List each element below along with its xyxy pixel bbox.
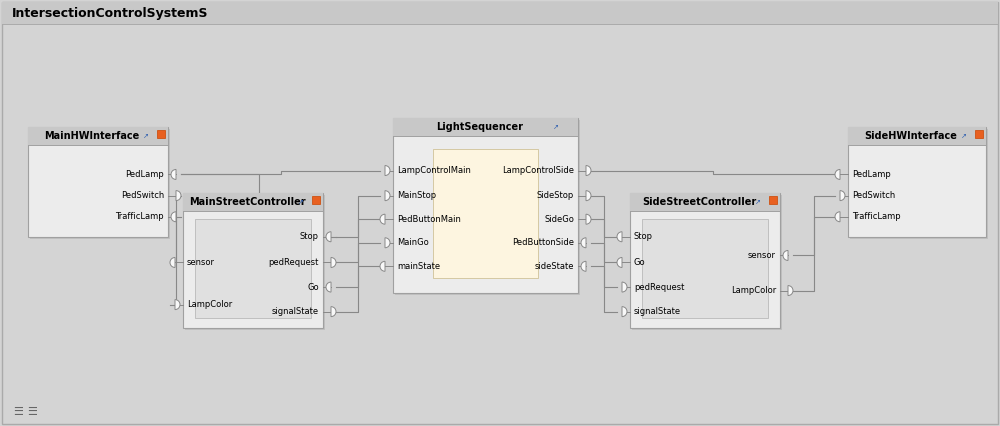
Bar xyxy=(769,196,777,204)
Text: Go: Go xyxy=(634,258,646,267)
Wedge shape xyxy=(581,238,586,248)
Wedge shape xyxy=(783,250,788,260)
Text: pedRequest: pedRequest xyxy=(634,282,684,291)
Text: mainState: mainState xyxy=(397,262,440,271)
Wedge shape xyxy=(581,261,586,271)
Wedge shape xyxy=(170,257,175,268)
Bar xyxy=(183,193,323,328)
Wedge shape xyxy=(385,191,390,201)
Wedge shape xyxy=(326,282,331,292)
Bar xyxy=(630,193,780,211)
Bar xyxy=(630,193,780,328)
Bar xyxy=(28,127,168,237)
Bar xyxy=(848,127,986,145)
Wedge shape xyxy=(175,299,180,310)
Text: sensor: sensor xyxy=(187,258,215,267)
Text: ☰: ☰ xyxy=(27,407,37,417)
Wedge shape xyxy=(622,282,627,292)
Wedge shape xyxy=(331,257,336,268)
Text: SideStop: SideStop xyxy=(537,191,574,200)
Bar xyxy=(28,127,168,145)
Text: ↗: ↗ xyxy=(298,199,304,205)
Bar xyxy=(195,219,311,318)
Text: TrafficLamp: TrafficLamp xyxy=(852,212,901,221)
Bar xyxy=(395,120,580,295)
Text: ☰: ☰ xyxy=(13,407,23,417)
Wedge shape xyxy=(586,166,591,176)
Text: LampControlMain: LampControlMain xyxy=(397,166,471,175)
Text: signalState: signalState xyxy=(634,307,681,316)
Text: ↗: ↗ xyxy=(143,133,149,139)
Text: Stop: Stop xyxy=(634,232,653,241)
Bar xyxy=(30,129,170,239)
Wedge shape xyxy=(622,307,627,317)
Bar xyxy=(632,195,782,330)
Text: PedButtonSide: PedButtonSide xyxy=(512,238,574,247)
Bar xyxy=(433,149,538,278)
Wedge shape xyxy=(176,190,181,201)
Wedge shape xyxy=(380,214,385,224)
Wedge shape xyxy=(617,257,622,268)
Text: sideState: sideState xyxy=(534,262,574,271)
Bar xyxy=(393,118,578,293)
Wedge shape xyxy=(835,170,840,179)
Wedge shape xyxy=(331,307,336,317)
Wedge shape xyxy=(586,191,591,201)
Text: LampColor: LampColor xyxy=(731,286,776,295)
Text: ↗: ↗ xyxy=(553,124,559,130)
Text: SideHWInterface: SideHWInterface xyxy=(865,131,957,141)
Wedge shape xyxy=(385,238,390,248)
Wedge shape xyxy=(326,232,331,242)
Bar xyxy=(185,195,325,330)
Text: MainStreetController: MainStreetController xyxy=(189,197,305,207)
Text: Stop: Stop xyxy=(300,232,319,241)
Text: pedRequest: pedRequest xyxy=(269,258,319,267)
Wedge shape xyxy=(380,261,385,271)
Text: SideStreetController: SideStreetController xyxy=(642,197,756,207)
Bar xyxy=(848,127,986,237)
Text: SideGo: SideGo xyxy=(544,215,574,224)
Wedge shape xyxy=(586,214,591,224)
Text: Go: Go xyxy=(307,282,319,291)
Text: PedLamp: PedLamp xyxy=(852,170,891,179)
Bar xyxy=(850,129,988,239)
Text: signalState: signalState xyxy=(272,307,319,316)
Wedge shape xyxy=(171,170,176,179)
Text: ↗: ↗ xyxy=(961,133,967,139)
Bar xyxy=(183,193,323,211)
Text: PedSwitch: PedSwitch xyxy=(852,191,895,200)
Text: LampControlSide: LampControlSide xyxy=(502,166,574,175)
Wedge shape xyxy=(385,166,390,176)
Wedge shape xyxy=(835,212,840,222)
Wedge shape xyxy=(171,212,176,222)
Bar xyxy=(975,130,983,138)
Bar xyxy=(2,2,998,24)
Wedge shape xyxy=(840,190,845,201)
Text: MainHWInterface: MainHWInterface xyxy=(44,131,140,141)
Text: LightSequencer: LightSequencer xyxy=(436,122,523,132)
Bar xyxy=(642,219,768,318)
Text: MainStop: MainStop xyxy=(397,191,436,200)
Bar xyxy=(157,130,165,138)
Text: MainGo: MainGo xyxy=(397,238,429,247)
Text: TrafficLamp: TrafficLamp xyxy=(115,212,164,221)
Text: LampColor: LampColor xyxy=(187,300,232,309)
Wedge shape xyxy=(788,285,793,296)
Wedge shape xyxy=(617,232,622,242)
Text: PedLamp: PedLamp xyxy=(125,170,164,179)
Bar xyxy=(312,196,320,204)
Text: PedButtonMain: PedButtonMain xyxy=(397,215,461,224)
Bar xyxy=(393,118,578,136)
Text: sensor: sensor xyxy=(748,251,776,260)
Text: ↗: ↗ xyxy=(755,199,761,205)
Text: IntersectionControlSystemS: IntersectionControlSystemS xyxy=(12,6,208,20)
Text: PedSwitch: PedSwitch xyxy=(121,191,164,200)
